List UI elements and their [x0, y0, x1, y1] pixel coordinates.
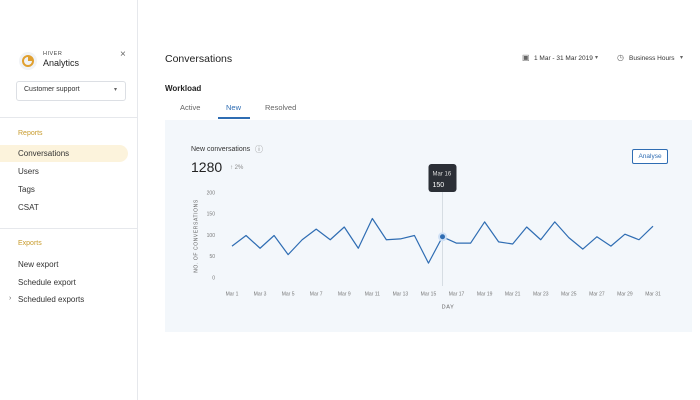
nav-item[interactable]: Schedule export [18, 278, 76, 287]
tooltip-date: Mar 16 [433, 172, 452, 178]
x-tick-label: Mar 19 [477, 291, 493, 297]
tooltip [428, 164, 457, 192]
x-tick-label: Mar 31 [645, 291, 661, 297]
tooltip-value: 150 [433, 182, 445, 189]
x-tick-label: Mar 27 [589, 291, 605, 297]
x-tick-label: Mar 7 [310, 291, 323, 297]
change: ↑ 2% [230, 165, 244, 171]
clock-icon: ◷ [617, 53, 624, 62]
date-range[interactable]: 1 Mar - 31 Mar 2019 [534, 55, 593, 62]
active-highlight [0, 145, 128, 162]
tab[interactable]: Active [180, 103, 201, 112]
x-tick-label: Mar 15 [421, 291, 437, 297]
x-tick-label: Mar 5 [282, 291, 295, 297]
dropdown-caret: ▾ [114, 87, 118, 93]
section-title: Workload [165, 84, 202, 93]
brand-small: HIVER [43, 51, 63, 57]
x-tick-label: Mar 29 [617, 291, 633, 297]
y-tick-label: 0 [212, 275, 215, 281]
close-button[interactable]: × [120, 49, 126, 60]
dropdown-text: Customer support [24, 86, 80, 93]
nav-item[interactable]: Tags [18, 185, 35, 194]
y-tick-label: 50 [209, 254, 215, 260]
brand-name: Analytics [43, 58, 80, 68]
chart-card [165, 120, 692, 332]
card-title: New conversations [191, 146, 251, 153]
caret: ▾ [595, 55, 599, 61]
tab-active[interactable]: New [226, 103, 242, 112]
y-tick-label: 100 [207, 233, 216, 239]
nav-item[interactable]: Users [18, 167, 39, 176]
chevron: › [9, 295, 12, 302]
page-title: Conversations [165, 53, 233, 65]
x-axis-title: DAY [442, 304, 455, 310]
divider [0, 117, 137, 118]
total: 1280 [191, 159, 223, 175]
x-tick-label: Mar 23 [533, 291, 549, 297]
y-axis-title: NO. OF CONVERSATIONS [193, 199, 199, 273]
x-tick-label: Mar 3 [254, 291, 267, 297]
x-tick-label: Mar 9 [338, 291, 351, 297]
x-tick-label: Mar 1 [226, 291, 239, 297]
hours[interactable]: Business Hours [629, 55, 675, 62]
section-heading: Reports [18, 130, 43, 137]
hover-point [438, 232, 447, 242]
nav-item[interactable]: CSAT [18, 203, 39, 212]
section-heading: Exports [18, 240, 42, 247]
y-tick-label: 200 [207, 190, 216, 196]
nav-item[interactable]: Conversations [18, 149, 70, 158]
nav-item[interactable]: Scheduled exports [18, 295, 85, 304]
calendar-icon: ▣ [522, 53, 530, 62]
info-icon: ⓘ [255, 145, 263, 154]
tab-underline [218, 117, 250, 119]
divider [0, 228, 137, 229]
team-dropdown[interactable] [16, 81, 126, 101]
x-tick-label: Mar 13 [393, 291, 409, 297]
caret: ▾ [680, 55, 684, 61]
logo [19, 52, 37, 70]
x-tick-label: Mar 11 [365, 291, 380, 297]
x-tick-label: Mar 17 [449, 291, 465, 297]
analyse-button[interactable]: Analyse [632, 149, 668, 164]
x-tick-label: Mar 21 [505, 291, 521, 297]
tab[interactable]: Resolved [265, 103, 297, 112]
x-tick-label: Mar 25 [561, 291, 577, 297]
nav-item[interactable]: New export [18, 260, 59, 269]
sidebar [0, 0, 138, 400]
y-tick-label: 150 [207, 212, 216, 218]
